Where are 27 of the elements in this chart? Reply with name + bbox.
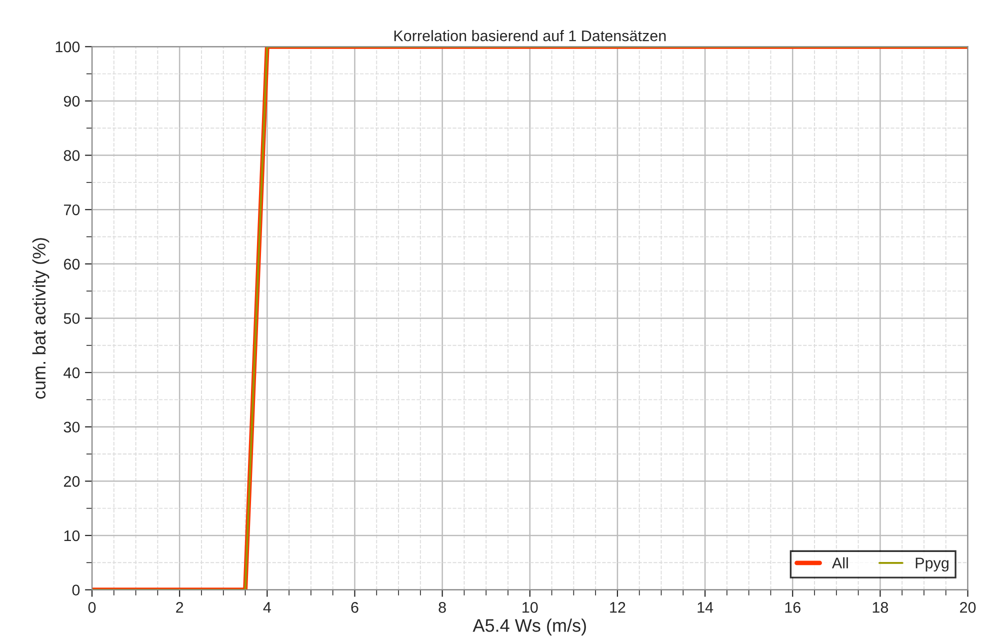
y-tick-label: 40 (64, 367, 80, 378)
y-tick-label: 10 (64, 530, 80, 542)
y-axis-title: cum. bat activity (%) (32, 238, 50, 399)
x-axis-title: A5.4 Ws (m/s) (472, 618, 586, 636)
x-tick-label: 6 (351, 602, 358, 613)
x-tick-label: 0 (88, 602, 96, 613)
x-tick-label: 12 (610, 602, 626, 613)
x-tick-label: 14 (698, 602, 714, 613)
y-tick-label: 50 (64, 313, 80, 324)
x-tick-label: 16 (785, 602, 800, 613)
x-tick-label: 20 (960, 602, 976, 613)
y-tick-label: 30 (64, 422, 80, 433)
x-tick-label: 4 (263, 602, 271, 613)
legend-label: Ppyg (916, 558, 948, 572)
y-tick-label: 90 (64, 96, 80, 107)
legend-label: All (832, 557, 848, 568)
y-tick-label: 60 (64, 258, 80, 270)
x-tick-label: 8 (438, 602, 446, 613)
y-tick-label: 80 (64, 150, 80, 161)
chart-title: Korrelation basierend auf 1 Datensätzen (394, 30, 666, 42)
y-tick-label: 100 (56, 42, 80, 52)
x-tick-label: 2 (176, 602, 184, 613)
y-tick-label: 20 (64, 476, 80, 487)
y-tick-label: 0 (72, 584, 80, 596)
y-tick-label: 70 (64, 204, 80, 216)
x-tick-label: 10 (522, 602, 538, 613)
x-tick-label: 18 (872, 602, 888, 613)
